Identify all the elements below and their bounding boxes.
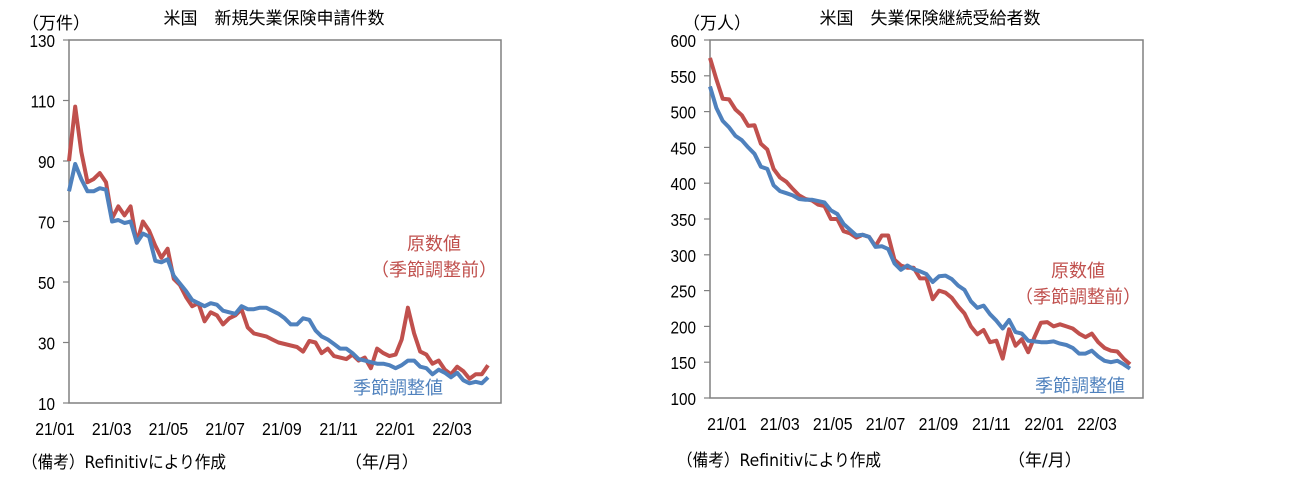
y-tick-label: 110 xyxy=(31,91,55,111)
x-tick-label: 21/11 xyxy=(972,414,1010,434)
y-tick-label: 350 xyxy=(670,210,696,230)
x-tick-label: 21/05 xyxy=(813,414,853,434)
y-tick-label: 400 xyxy=(670,174,696,194)
y-tick-label: 90 xyxy=(38,152,55,172)
chart-2: 米国 失業保険継続受給者数 （万人） 100 150 200 250 300 350 400 45… xyxy=(670,9,1144,471)
series-label-raw-sub: （季節調整前） xyxy=(371,260,497,281)
x-tick-label: 21/09 xyxy=(919,414,959,434)
y-tick-label: 130 xyxy=(29,31,55,51)
series-line-raw xyxy=(708,57,1132,366)
y-tick-label: 30 xyxy=(38,333,55,353)
x-tick-label: 21/03 xyxy=(92,419,132,439)
series-label-raw: 原数値 xyxy=(407,234,461,255)
x-axis-unit: （年/月） xyxy=(1008,451,1082,471)
x-tick-label: 22/01 xyxy=(375,419,415,439)
y-tick-label: 450 xyxy=(670,138,696,158)
y-axis-unit: （万人） xyxy=(683,14,751,34)
series-label-seasonally-adjusted: 季節調整値 xyxy=(353,378,443,399)
series-label-seasonally-adjusted: 季節調整値 xyxy=(1035,376,1125,397)
y-tick-label: 10 xyxy=(38,394,55,414)
series-label-raw: 原数値 xyxy=(1051,261,1105,282)
y-tick-label: 150 xyxy=(670,353,696,373)
x-tick-label: 21/01 xyxy=(35,419,75,439)
x-tick-label: 21/05 xyxy=(149,419,189,439)
x-tick-label: 22/03 xyxy=(1077,414,1117,434)
x-axis-unit: （年/月） xyxy=(345,453,419,473)
x-tick-label: 21/03 xyxy=(760,414,800,434)
y-tick-label: 50 xyxy=(38,273,55,293)
y-axis-unit: （万件） xyxy=(22,14,90,34)
source-note: （備考）Refinitivにより作成 xyxy=(22,452,226,472)
series-line-raw xyxy=(67,104,490,381)
series-label-raw-sub: （季節調整前） xyxy=(1015,287,1141,308)
x-tick-label: 22/01 xyxy=(1024,414,1064,434)
y-tick-label: 300 xyxy=(670,246,696,266)
chart-title: 米国 失業保険継続受給者数 xyxy=(820,9,1041,29)
y-tick-label: 550 xyxy=(670,67,696,87)
x-tick-label: 21/09 xyxy=(262,419,302,439)
y-tick-label: 600 xyxy=(670,31,696,51)
y-tick-label: 100 xyxy=(670,389,696,409)
x-tick-label: 21/07 xyxy=(866,414,906,434)
source-note: （備考）Refinitivにより作成 xyxy=(677,450,881,470)
y-tick-label: 200 xyxy=(670,317,696,337)
x-tick-label: 21/07 xyxy=(205,419,245,439)
chart-1: 米国 新規失業保険申請件数 （万件） 10 30 50 70 90 110 130 21/01 21… xyxy=(22,9,502,473)
series-line-seasonally-adjusted xyxy=(67,162,490,386)
x-tick-label: 21/11 xyxy=(319,419,357,439)
y-tick-label: 500 xyxy=(670,102,696,122)
plot-area xyxy=(709,39,1144,399)
y-tick-label: 250 xyxy=(670,281,696,301)
x-tick-label: 21/01 xyxy=(707,414,747,434)
x-tick-label: 22/03 xyxy=(432,419,472,439)
y-tick-label: 70 xyxy=(38,212,55,232)
chart-title: 米国 新規失業保険申請件数 xyxy=(164,9,385,29)
series-line-seasonally-adjusted xyxy=(708,85,1132,371)
